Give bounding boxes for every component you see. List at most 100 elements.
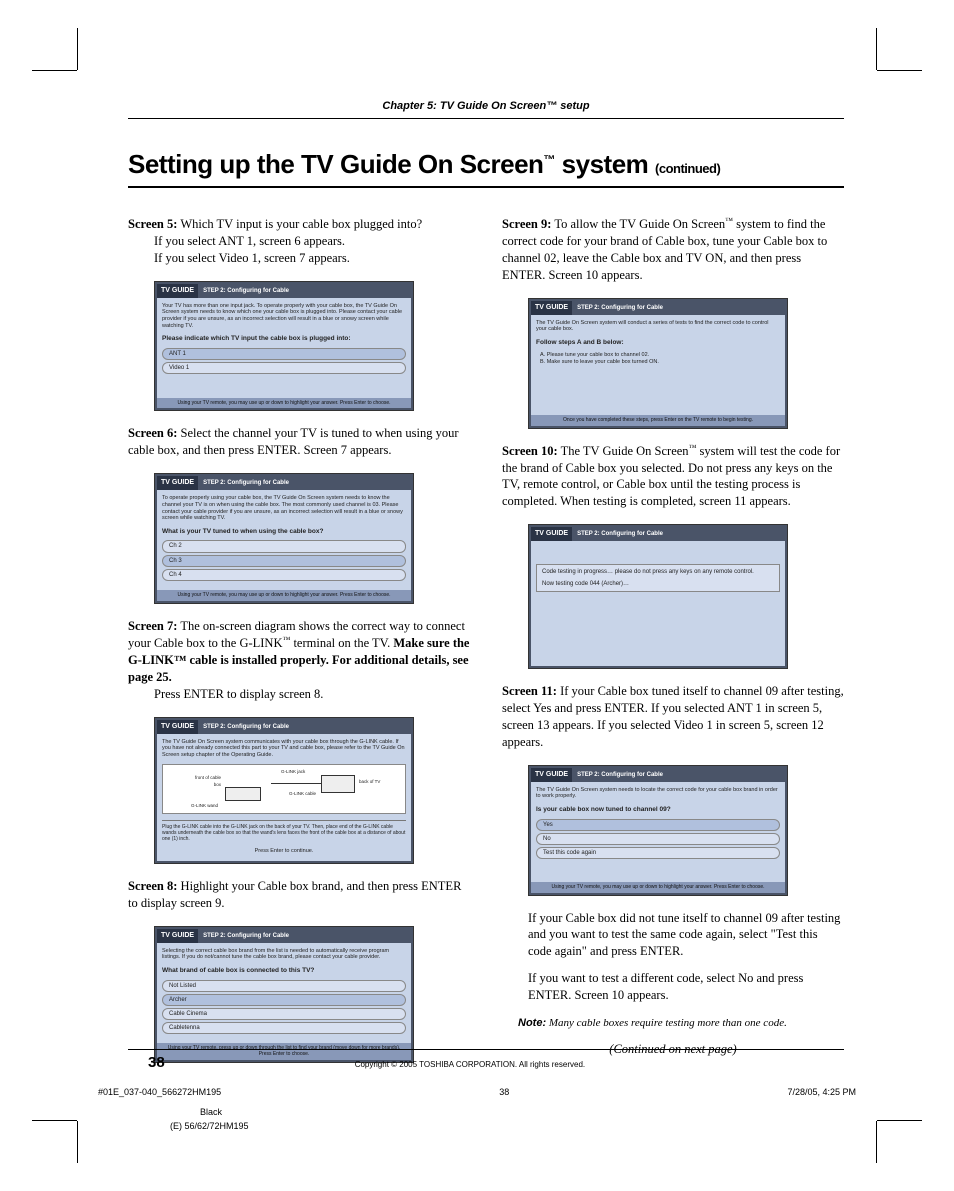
screen-5-block: Screen 5: Which TV input is your cable b…: [128, 216, 470, 267]
ss11-opt-yes: Yes: [536, 819, 780, 831]
screenshot-6: TV GUIDE STEP 2: Configuring for Cable T…: [154, 473, 414, 604]
after-text-2: If you want to test a different code, se…: [528, 970, 844, 1004]
screen-6-block: Screen 6: Select the channel your TV is …: [128, 425, 470, 459]
copyright: Copyright © 2005 TOSHIBA CORPORATION. Al…: [355, 1060, 585, 1069]
diag-back-label: back of TV: [359, 779, 380, 785]
ss10-step: STEP 2: Configuring for Cable: [572, 527, 785, 541]
ss10-line1: Code testing in progress… please do not …: [542, 568, 774, 576]
crop-mark: [877, 70, 922, 71]
after-text-1: If your Cable box did not tune itself to…: [528, 910, 844, 961]
chapter-header: Chapter 5: TV Guide On Screen™ setup: [128, 100, 844, 119]
ss7-step: STEP 2: Configuring for Cable: [198, 720, 411, 734]
meta-model: (E) 56/62/72HM195: [170, 1120, 249, 1134]
ss6-opt-ch3: Ch 3: [162, 555, 406, 567]
note-label: Note:: [518, 1017, 546, 1029]
ss6-footer: Using your TV remote, you may use up or …: [157, 590, 411, 601]
screen-10-text-a: The TV Guide On Screen: [558, 444, 689, 458]
right-column: Screen 9: To allow the TV Guide On Scree…: [502, 216, 844, 1077]
ss11-question: Is your cable box now tuned to channel 0…: [536, 806, 780, 815]
tvguide-logo: TV GUIDE: [157, 720, 198, 734]
screen-7-text-c: Press ENTER to display screen 8.: [154, 686, 470, 703]
diag-front-label: front of cable box: [191, 775, 221, 787]
diag-cable-box: [225, 787, 261, 801]
diag-wand: G-LINK wand: [191, 803, 218, 809]
screen-7-block: Screen 7: The on-screen diagram shows th…: [128, 618, 470, 703]
screen-8-lead: Screen 8:: [128, 879, 177, 893]
page-content: Chapter 5: TV Guide On Screen™ setup Set…: [128, 100, 844, 1071]
tvguide-logo: TV GUIDE: [531, 768, 572, 782]
diag-line: [271, 783, 321, 784]
crop-mark: [876, 28, 877, 70]
screen-9-text-a: To allow the TV Guide On Screen: [551, 217, 725, 231]
screen-5-lead: Screen 5:: [128, 217, 177, 231]
ss7-diagram: front of cable box G-LINK jack back of T…: [162, 764, 406, 814]
meta-date: 7/28/05, 4:25 PM: [787, 1087, 856, 1097]
screen-10-lead: Screen 10:: [502, 444, 558, 458]
screen-8-block: Screen 8: Highlight your Cable box brand…: [128, 878, 470, 912]
ss9-question: Follow steps A and B below:: [536, 339, 780, 348]
meta-file: #01E_037-040_566272HM195: [98, 1087, 221, 1097]
ss6-opt-ch4: Ch 4: [162, 569, 406, 581]
ss11-step: STEP 2: Configuring for Cable: [572, 768, 785, 782]
ss11-opt-no: No: [536, 833, 780, 845]
ss8-question: What brand of cable box is connected to …: [162, 967, 406, 976]
screen-6-lead: Screen 6:: [128, 426, 177, 440]
screenshot-9: TV GUIDE STEP 2: Configuring for Cable T…: [528, 298, 788, 429]
screen-7-lead: Screen 7:: [128, 619, 177, 633]
ss8-opt1: Not Listed: [162, 980, 406, 992]
ss9-step: STEP 2: Configuring for Cable: [572, 301, 785, 315]
ss11-footer: Using your TV remote, you may use up or …: [531, 882, 785, 893]
screenshot-8: TV GUIDE STEP 2: Configuring for Cable S…: [154, 926, 414, 1064]
ss5-opt-video1: Video 1: [162, 362, 406, 374]
ss11-intro: The TV Guide On Screen system needs to l…: [536, 787, 780, 800]
ss8-intro: Selecting the correct cable box brand fr…: [162, 948, 406, 961]
ss6-opt-ch2: Ch 2: [162, 540, 406, 552]
ss8-step: STEP 2: Configuring for Cable: [198, 929, 411, 943]
screen-10-block: Screen 10: The TV Guide On Screen™ syste…: [502, 443, 844, 511]
ss6-intro: To operate properly using your cable box…: [162, 495, 406, 521]
crop-mark: [876, 1121, 877, 1163]
screen-6-text: Select the channel your TV is tuned to w…: [128, 426, 459, 457]
ss6-step: STEP 2: Configuring for Cable: [198, 476, 411, 490]
ss9-step-b: B. Make sure to leave your cable box tur…: [540, 359, 780, 366]
screen-9-block: Screen 9: To allow the TV Guide On Scree…: [502, 216, 844, 284]
ss8-opt3: Cable Cinema: [162, 1008, 406, 1020]
diag-glink-cable: G-LINK cable: [289, 791, 316, 797]
ss5-footer: Using your TV remote, you may use up or …: [157, 398, 411, 409]
screenshot-11: TV GUIDE STEP 2: Configuring for Cable T…: [528, 765, 788, 896]
screen-5-text: Which TV input is your cable box plugged…: [177, 217, 422, 231]
print-meta-bottom: Black (E) 56/62/72HM195: [170, 1106, 249, 1133]
ss5-question: Please indicate which TV input the cable…: [162, 335, 406, 344]
screen-5-line3: If you select Video 1, screen 7 appears.: [154, 250, 470, 267]
crop-mark: [877, 1120, 922, 1121]
note-line: Note: Many cable boxes require testing m…: [518, 1014, 844, 1031]
diag-glink-jack: G-LINK jack: [281, 769, 305, 775]
tvguide-logo: TV GUIDE: [531, 301, 572, 315]
crop-mark: [77, 1121, 78, 1163]
screen-5-line2: If you select ANT 1, screen 6 appears.: [154, 233, 470, 250]
tvguide-logo: TV GUIDE: [157, 284, 198, 298]
ss8-opt4: Cabletenna: [162, 1022, 406, 1034]
left-column: Screen 5: Which TV input is your cable b…: [128, 216, 470, 1077]
ss7-intro: The TV Guide On Screen system communicat…: [162, 739, 406, 759]
meta-black: Black: [200, 1106, 249, 1120]
title-continued: (continued): [655, 161, 720, 176]
ss5-opt-ant1: ANT 1: [162, 348, 406, 360]
tvguide-logo: TV GUIDE: [531, 527, 572, 541]
ss10-progress-box: Code testing in progress… please do not …: [536, 564, 780, 592]
screen-7-text-b: terminal on the TV.: [290, 636, 393, 650]
screen-11-lead: Screen 11:: [502, 684, 557, 698]
ss8-opt2: Archer: [162, 994, 406, 1006]
title-tm: ™: [543, 152, 555, 166]
screenshot-7: TV GUIDE STEP 2: Configuring for Cable T…: [154, 717, 414, 864]
content-columns: Screen 5: Which TV input is your cable b…: [128, 216, 844, 1077]
screen-11-block: Screen 11: If your Cable box tuned itsel…: [502, 683, 844, 751]
crop-mark: [32, 70, 77, 71]
ss9-step-a: A. Please tune your cable box to channel…: [540, 352, 780, 359]
title-main: Setting up the TV Guide On Screen: [128, 149, 543, 179]
ss7-continue: Press Enter to continue.: [162, 848, 406, 855]
screenshot-10: TV GUIDE STEP 2: Configuring for Cable C…: [528, 524, 788, 669]
ss5-step: STEP 2: Configuring for Cable: [198, 284, 411, 298]
crop-mark: [77, 28, 78, 70]
ss6-question: What is your TV tuned to when using the …: [162, 528, 406, 537]
